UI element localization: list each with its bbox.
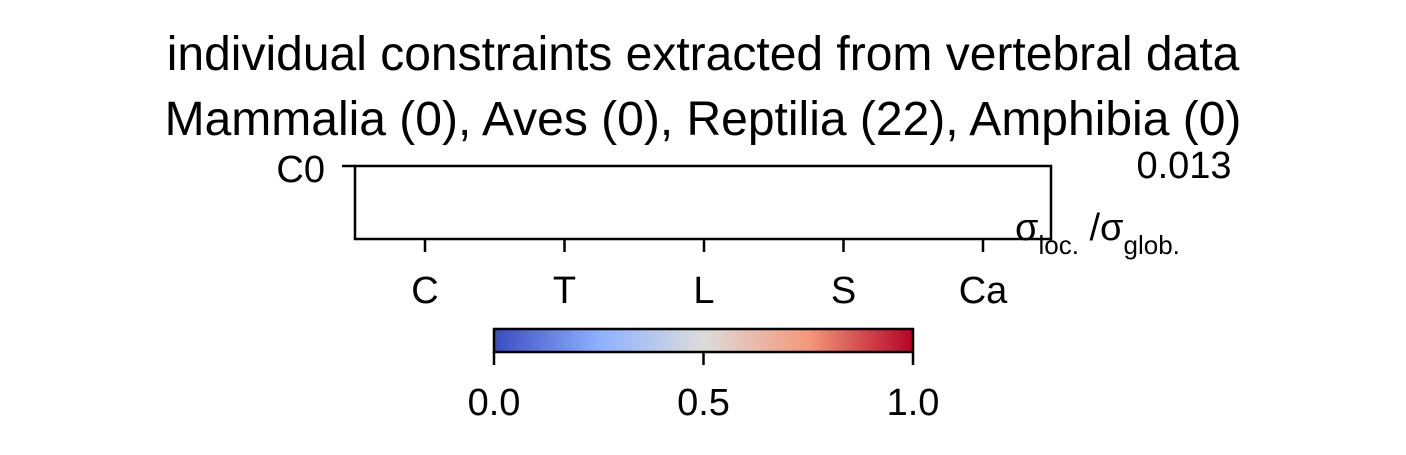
column-ticks: C T L S Ca [411,239,1008,312]
colorbar-tick-label: 0.0 [468,382,521,424]
heatmap-frame [353,164,1053,241]
ratio-label: σloc. /σglob. [1015,207,1180,260]
column-label: C [411,270,438,312]
chart-title: individual constraints extracted from ve… [166,28,1240,81]
ratio-denominator: σ [1100,207,1123,249]
colorbar-tick-label: 1.0 [887,382,940,424]
column-label: T [553,270,576,312]
ratio-denominator-sub: glob. [1124,230,1180,260]
colorbar-tick-label: 0.5 [677,382,730,424]
chart-subtitle: Mammalia (0), Aves (0), Reptilia (22), A… [164,93,1242,146]
row-label: C0 [276,149,325,191]
column-label: L [693,270,714,312]
column-label: S [831,270,856,312]
ratio-numerator: σ [1015,207,1038,249]
ratio-separator: / [1079,207,1101,249]
ratio-numerator-sub: loc. [1038,230,1078,260]
column-label: Ca [959,270,1008,312]
row-annotation: 0.013 [1136,145,1231,187]
colorbar-ticks: 0.0 0.5 1.0 [468,352,940,424]
colorbar [492,327,915,354]
